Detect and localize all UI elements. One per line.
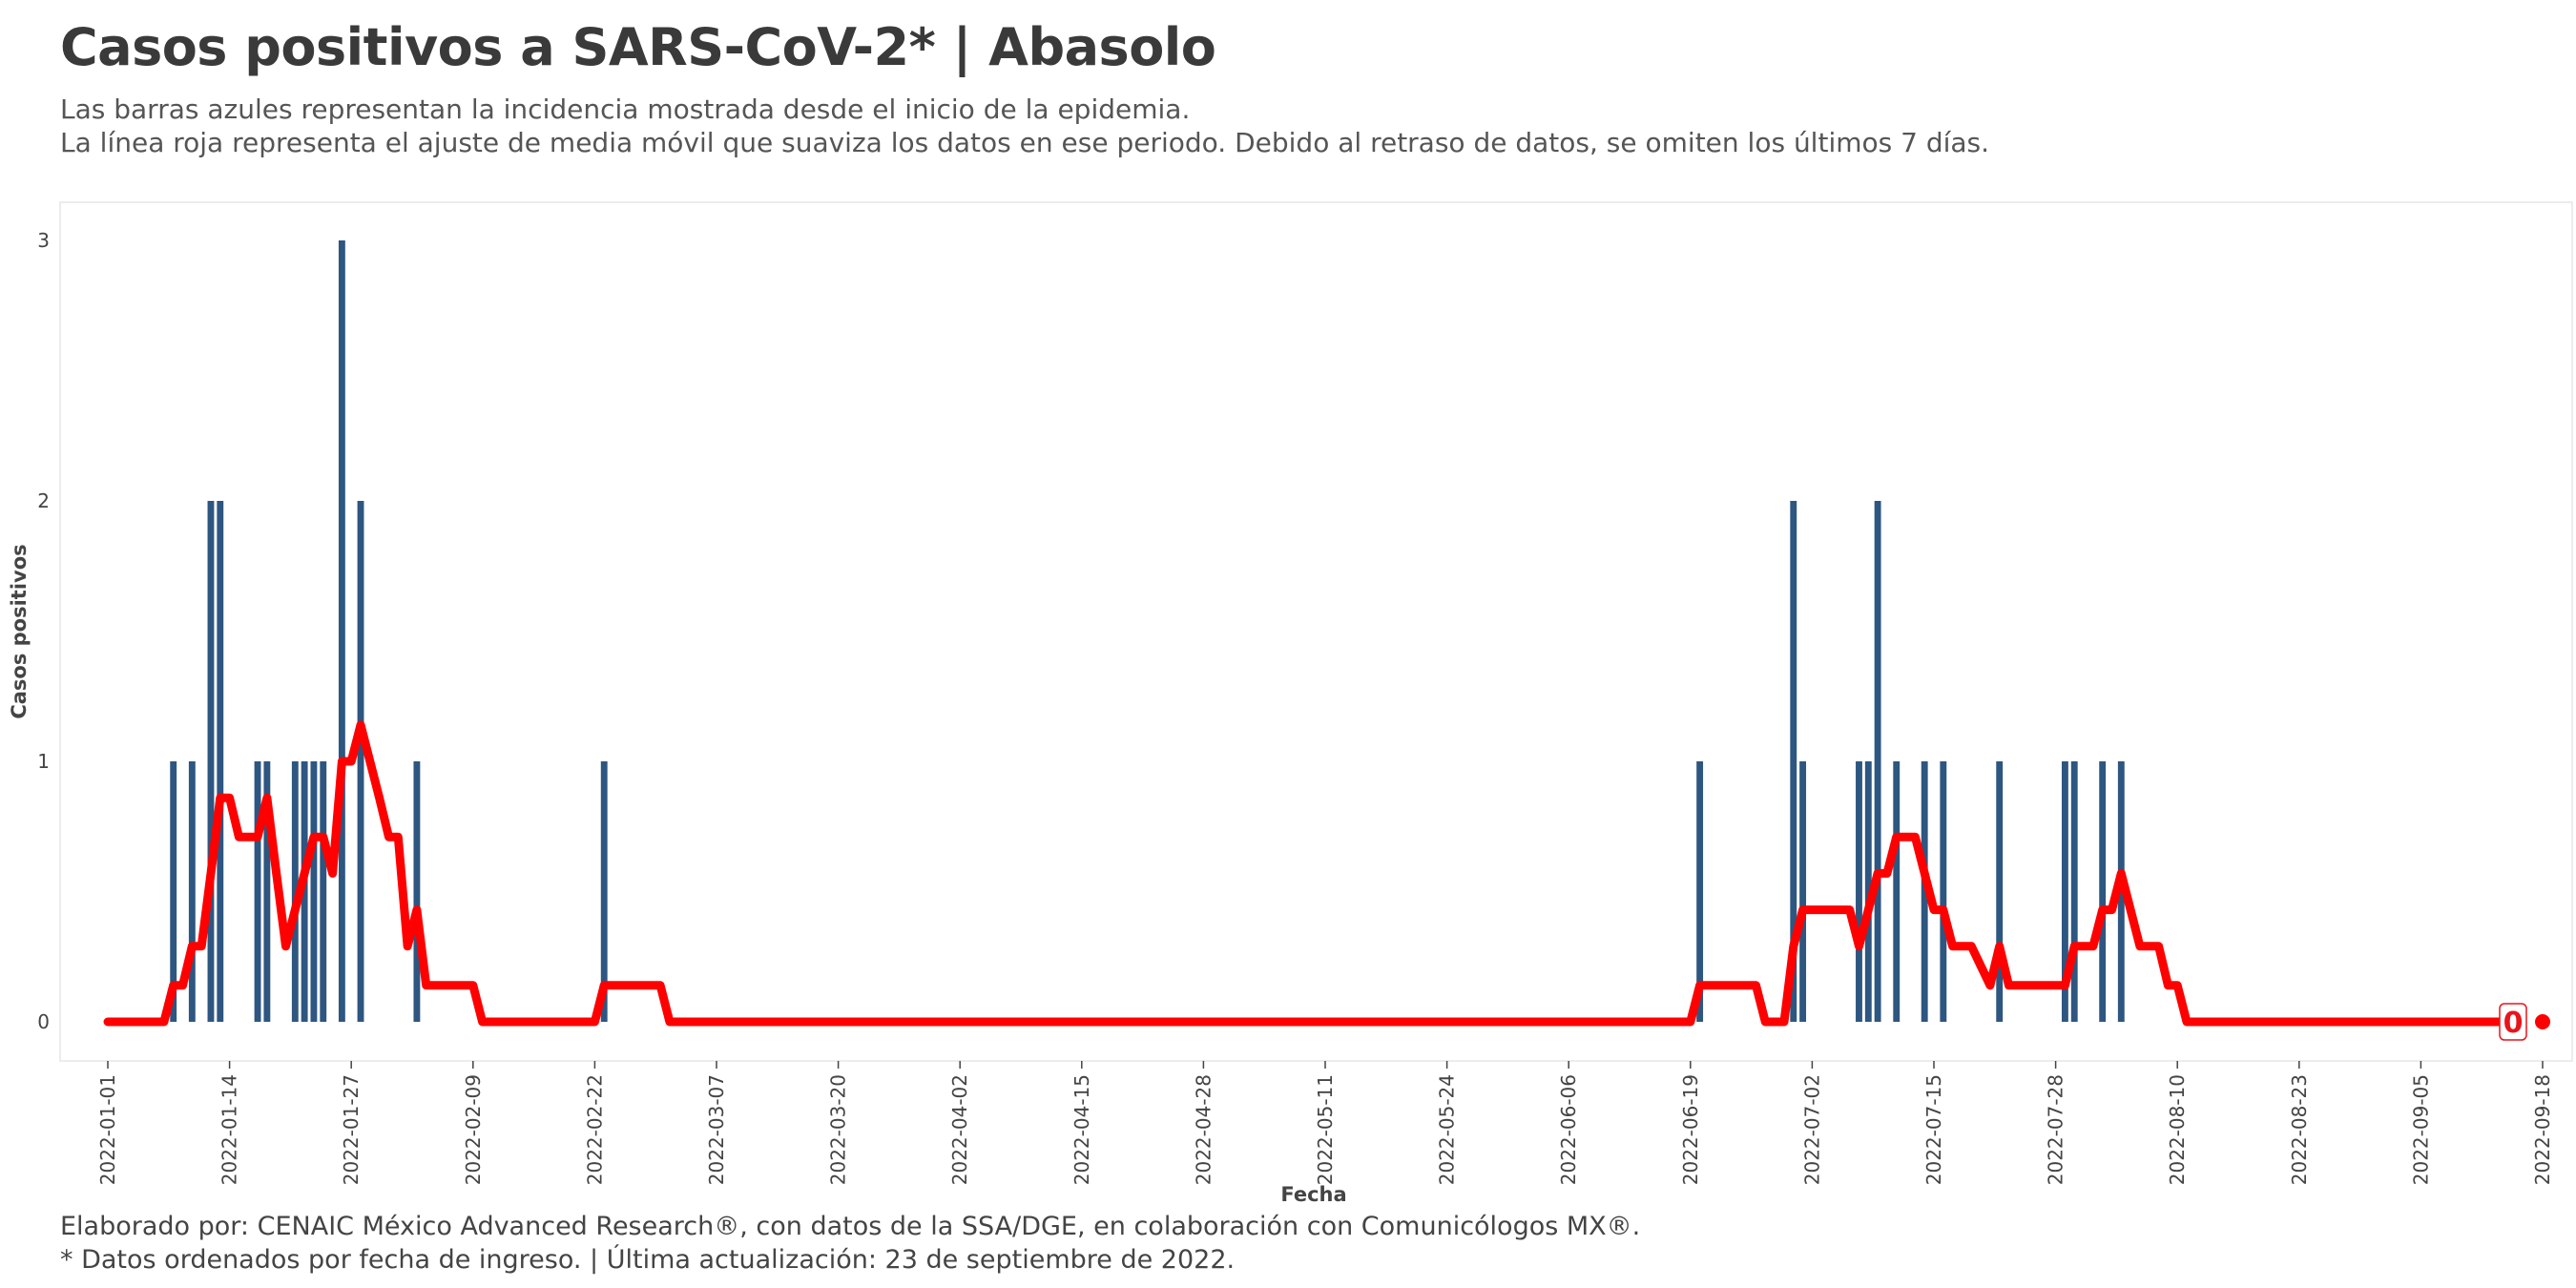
bar — [189, 761, 196, 1022]
x-tick-label: 2022-02-22 — [583, 1074, 606, 1185]
update-caption: * Datos ordenados por fecha de ingreso. … — [60, 1245, 1235, 1275]
y-tick-label: 0 — [37, 1010, 50, 1033]
x-tick-label: 2022-01-01 — [96, 1074, 119, 1185]
x-tick-label: 2022-07-02 — [1800, 1074, 1823, 1185]
moving-average-line — [108, 725, 2515, 1022]
x-tick-label: 2022-03-20 — [827, 1074, 850, 1185]
bar — [413, 761, 420, 1022]
y-axis: 0 1 2 3 — [37, 229, 50, 1033]
bar — [320, 761, 326, 1022]
bar — [1996, 761, 2003, 1022]
x-tick-label: 2022-02-09 — [462, 1074, 485, 1185]
x-tick-label: 2022-09-05 — [2409, 1074, 2432, 1185]
bar — [311, 761, 318, 1022]
x-tick-label: 2022-08-23 — [2288, 1074, 2311, 1185]
bar — [2099, 761, 2106, 1022]
x-tick-label: 2022-05-11 — [1314, 1074, 1337, 1185]
x-tick-label: 2022-05-24 — [1436, 1074, 1459, 1185]
bar — [1799, 761, 1806, 1022]
x-axis: 2022-01-01 2022-01-14 2022-01-27 2022-02-09… — [96, 1061, 2554, 1185]
y-tick-label: 1 — [37, 750, 50, 773]
bar — [208, 501, 215, 1022]
y-axis-title: Casos positivos — [8, 544, 31, 718]
x-tick-label: 2022-07-28 — [2045, 1074, 2067, 1185]
x-tick-label: 2022-01-14 — [218, 1074, 241, 1185]
plot-panel-border — [60, 202, 2572, 1061]
end-point-marker — [2535, 1014, 2550, 1029]
x-tick-label: 2022-04-28 — [1192, 1074, 1215, 1185]
end-value-label: 0 — [2503, 1007, 2524, 1040]
x-tick-label: 2022-09-18 — [2531, 1074, 2554, 1185]
bar — [1875, 501, 1881, 1022]
y-tick-label: 3 — [37, 229, 50, 252]
x-tick-label: 2022-04-15 — [1070, 1074, 1093, 1185]
bar — [2071, 761, 2078, 1022]
bar — [358, 501, 364, 1022]
x-tick-label: 2022-03-07 — [705, 1074, 728, 1185]
x-tick-label: 2022-07-15 — [1922, 1074, 1945, 1185]
y-tick-label: 2 — [37, 489, 50, 512]
bar — [255, 761, 261, 1022]
bar — [1893, 761, 1900, 1022]
x-tick-label: 2022-06-06 — [1557, 1074, 1580, 1185]
x-tick-label: 2022-08-10 — [2166, 1074, 2189, 1185]
bar — [339, 240, 345, 1022]
x-tick-label: 2022-01-27 — [340, 1074, 363, 1185]
moving-average-series: 0 — [108, 725, 2550, 1040]
x-axis-title: Fecha — [1280, 1183, 1346, 1206]
bar-series — [170, 240, 2124, 1022]
bar — [1940, 761, 1946, 1022]
bar — [1856, 761, 1862, 1022]
x-tick-label: 2022-06-19 — [1679, 1074, 1702, 1185]
source-caption: Elaborado por: CENAIC México Advanced Re… — [60, 1212, 1640, 1241]
x-tick-label: 2022-04-02 — [948, 1074, 971, 1185]
bar — [217, 501, 223, 1022]
